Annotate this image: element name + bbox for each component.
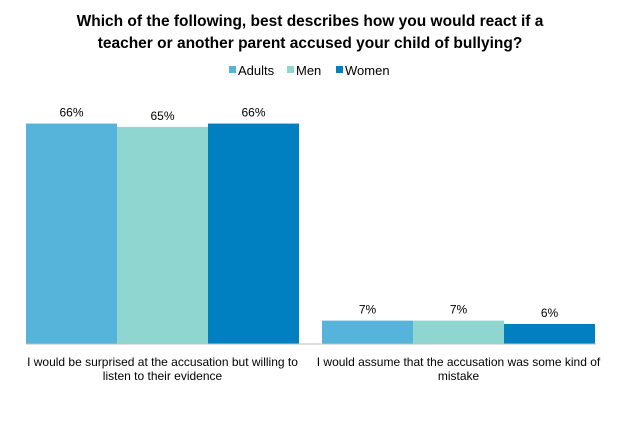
chart-title: Which of the following, best describes h… (77, 13, 544, 52)
bar-women-cat-2 (504, 323, 595, 344)
category-label-2-line-2: mistake (438, 369, 480, 383)
legend: Adults Men Women (229, 63, 390, 78)
legend-label-adults: Adults (238, 63, 275, 78)
bar-men-cat-1 (117, 126, 208, 345)
legend-label-men: Men (296, 63, 321, 78)
bar-men-cat-2 (413, 320, 504, 344)
legend-swatch-women (336, 66, 343, 73)
bar-adults-cat-1 (26, 123, 117, 344)
data-label-adults-cat-1: 66% (59, 106, 83, 120)
chart-title-line: teacher or another parent accused your c… (98, 35, 523, 52)
legend-swatch-men (287, 66, 294, 73)
chart-title-line: Which of the following, best describes h… (77, 13, 544, 30)
category-label-2-line-1: I would assume that the accusation was s… (317, 355, 601, 369)
bar-adults-cat-2 (322, 320, 413, 344)
data-label-women-cat-2: 6% (541, 306, 559, 320)
category-label-1-line-1: I would be surprised at the accusation b… (27, 355, 298, 369)
data-labels: 66% 65% 66% 7% 7% 6% (59, 106, 558, 320)
bar-women-cat-1 (208, 123, 299, 344)
legend-swatch-adults (229, 66, 236, 73)
data-label-women-cat-1: 66% (241, 106, 265, 120)
category-labels: I would be surprised at the accusation b… (27, 355, 601, 383)
data-label-men-cat-2: 7% (450, 303, 468, 317)
category-label-1-line-2: listen to their evidence (103, 369, 223, 383)
data-label-men-cat-1: 65% (150, 109, 174, 123)
data-label-adults-cat-2: 7% (359, 303, 377, 317)
bars (26, 123, 595, 345)
legend-label-women: Women (345, 63, 390, 78)
